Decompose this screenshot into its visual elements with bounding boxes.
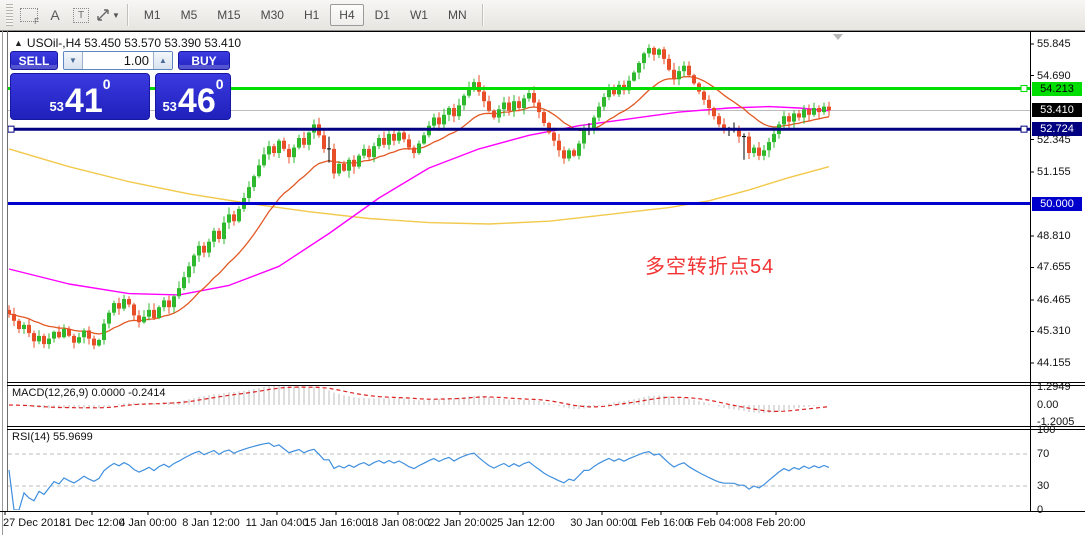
ask-point: 0: [215, 76, 224, 92]
time-axis-label: 18 Jan 08:00: [366, 517, 430, 529]
time-axis-label: 30 Jan 00:00: [570, 517, 634, 529]
price-level-badge: 54.213: [1032, 81, 1082, 96]
chevron-down-icon: ▼: [112, 10, 120, 20]
time-axis-label: 4 Jan 00:00: [119, 517, 177, 529]
macd-axis-tick: -1.2005: [1037, 415, 1075, 428]
time-axis-label: 25 Jan 12:00: [491, 517, 555, 529]
time-axis-label: 22 Jan 20:00: [428, 517, 492, 529]
macd-label: MACD(12,26,9) 0.0000 -0.2414: [12, 387, 166, 399]
rsi-axis-tick: 70: [1037, 448, 1050, 460]
rsi-label: RSI(14) 55.9699: [12, 431, 93, 443]
price-axis-tick: 51.155: [1037, 165, 1071, 178]
time-axis-label: 15 Jan 16:00: [304, 517, 368, 529]
timeframe-button-w1[interactable]: W1: [409, 8, 428, 22]
price-axis-tick: 44.155: [1037, 357, 1071, 369]
volume-increase-button[interactable]: ▲: [153, 52, 172, 69]
volume-stepper: ▼ ▲: [63, 51, 173, 70]
bid-pips: 41: [64, 82, 103, 120]
toolbar: F A T ▼ M1 M5 M15 M30 H1 H4 D1 W1 MN: [0, 0, 1085, 31]
time-axis-label: 8 Jan 12:00: [182, 517, 240, 529]
timeframe-button-d1[interactable]: D1: [374, 8, 390, 22]
timeframe-button-h1[interactable]: H1: [303, 8, 320, 22]
timeframe-button-m5[interactable]: M5: [180, 8, 198, 22]
bid-big-figure: 53: [49, 99, 64, 114]
volume-decrease-button[interactable]: ▼: [64, 52, 83, 69]
ask-big-figure: 53: [162, 99, 177, 114]
bid-price-panel[interactable]: 53 41 0: [10, 73, 150, 120]
price-level-badge: 50.000: [1032, 196, 1082, 211]
crosshair-frame-icon[interactable]: F: [17, 3, 41, 27]
arrows-glyph: [97, 9, 109, 21]
price-axis-tick: 54.690: [1037, 69, 1071, 82]
price-axis-tick: 47.655: [1037, 261, 1071, 274]
timeframe-button-mn[interactable]: MN: [447, 8, 467, 22]
chart-shift-marker[interactable]: [833, 34, 843, 40]
price-axis-tick: 48.810: [1037, 229, 1071, 242]
price-axis-tick: 55.845: [1037, 37, 1071, 50]
timeframe-button-m1[interactable]: M1: [143, 8, 161, 22]
sell-button[interactable]: SELL: [10, 51, 58, 70]
price-level-badge: 52.724: [1032, 122, 1082, 137]
text-label-icon[interactable]: A: [50, 7, 60, 23]
time-axis-label: 1 Feb 16:00: [631, 517, 691, 529]
timeframe-button-h4[interactable]: H4: [330, 4, 364, 26]
time-axis-label: 27 Dec 2018: [3, 517, 66, 529]
bid-point: 0: [102, 76, 111, 92]
chart-title: ▲ USOil-,H4 53.450 53.570 53.390 53.410: [14, 36, 242, 50]
price-level-badge: 53.410: [1032, 103, 1082, 118]
chart-text-annotation: 多空转折点54: [645, 256, 775, 278]
toolbar-separator: [481, 4, 484, 26]
price-axis-tick: 45.310: [1037, 325, 1071, 338]
rsi-axis-tick: 100: [1037, 424, 1056, 436]
price-axis-tick: 46.465: [1037, 293, 1071, 306]
timeframe-button-m15[interactable]: M15: [217, 8, 241, 22]
buy-button[interactable]: BUY: [178, 51, 230, 70]
rsi-axis-tick: 0: [1037, 504, 1044, 516]
toolbar-grip[interactable]: [6, 4, 13, 26]
timeframe-button-m30[interactable]: M30: [260, 8, 284, 22]
time-axis-label: 31 Dec 12:00: [59, 517, 125, 529]
price-axis-tick: 52.345: [1037, 133, 1071, 146]
time-axis-label: 6 Feb 04:00: [687, 517, 747, 529]
ask-pips: 46: [177, 82, 216, 120]
arrow-tools-icon[interactable]: ▼: [95, 3, 121, 27]
toolbar-separator: [126, 4, 129, 26]
collapse-triangle-icon[interactable]: ▲: [14, 38, 23, 48]
one-click-trade-panel: SELL ▼ ▲ BUY 53 41 0 53 46 0: [10, 51, 232, 120]
time-axis-label: 11 Jan 04:00: [245, 517, 309, 529]
rsi-axis-tick: 30: [1037, 480, 1050, 492]
volume-input[interactable]: [83, 52, 153, 69]
macd-axis-tick: 0.00: [1037, 399, 1059, 411]
time-axis-label: 8 Feb 20:00: [746, 517, 806, 529]
text-box-icon[interactable]: T: [69, 3, 93, 27]
macd-axis-tick: 1.2949: [1037, 380, 1071, 393]
ask-price-panel[interactable]: 53 46 0: [155, 73, 231, 120]
